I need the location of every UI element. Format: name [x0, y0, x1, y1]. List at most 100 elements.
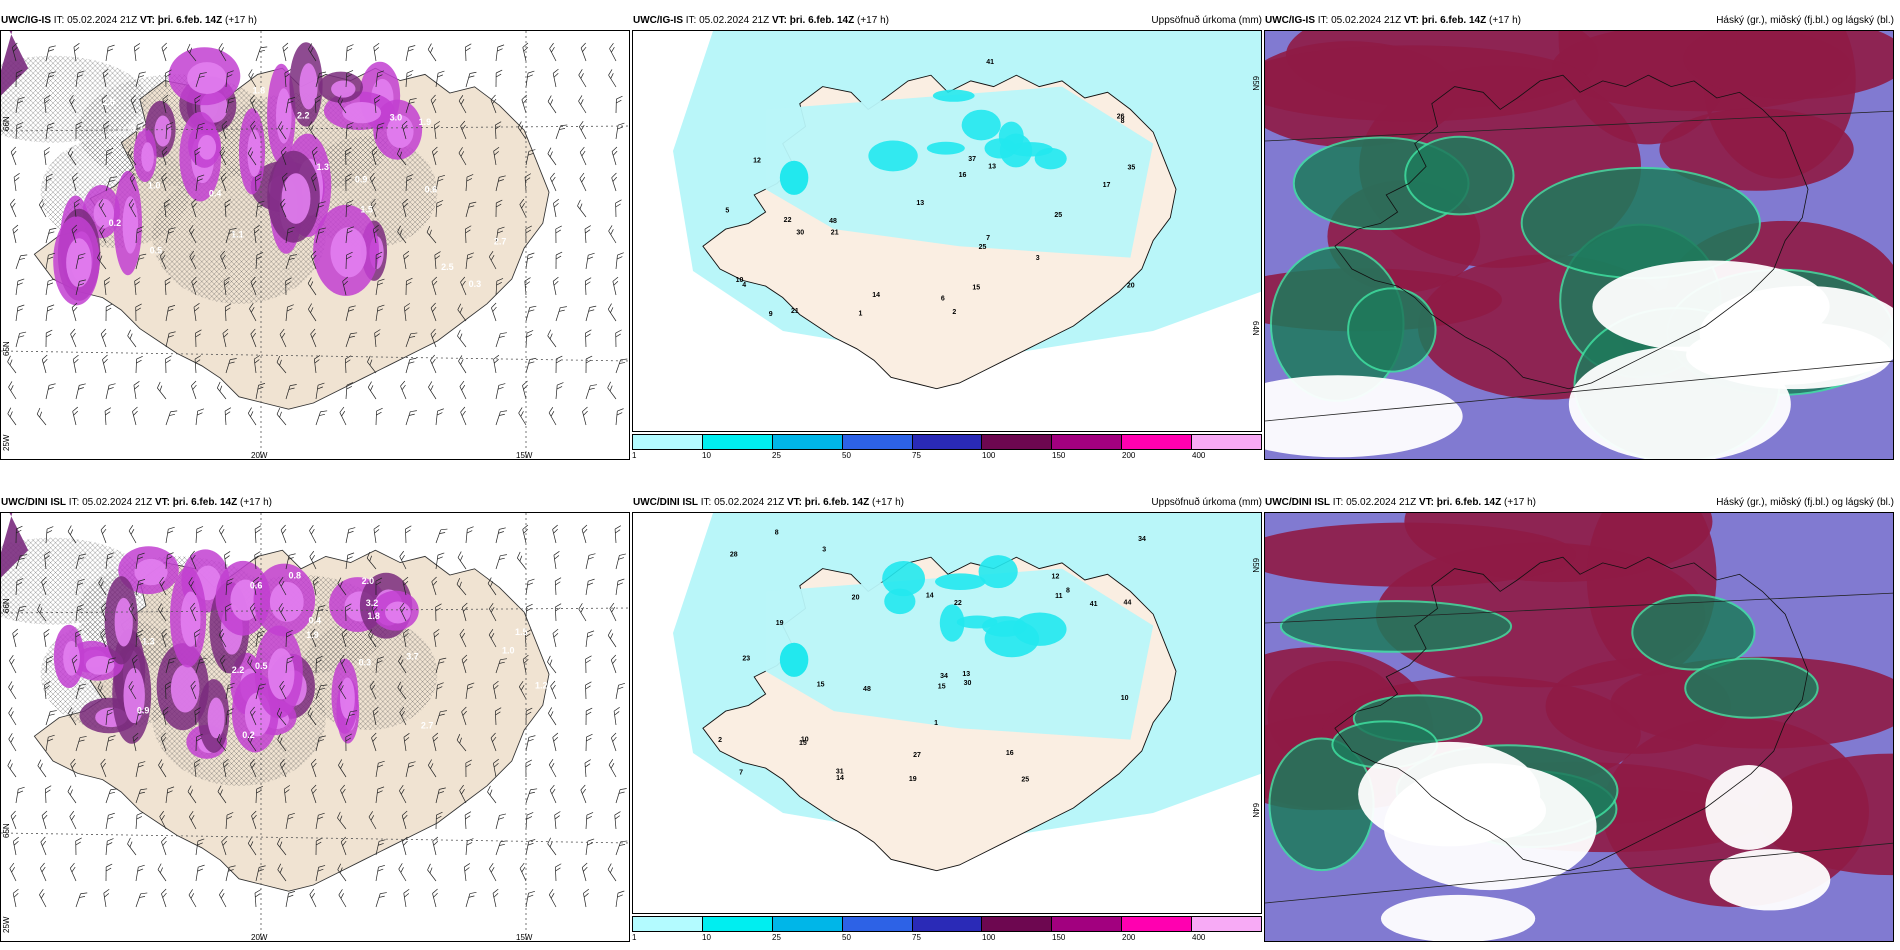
- wind-barb: [398, 863, 407, 882]
- wind-barb: [190, 550, 197, 570]
- wind-barb: [135, 788, 148, 804]
- wind-barb: [581, 862, 588, 882]
- wind-barb: [102, 354, 108, 374]
- colorbar-swatch: [1052, 917, 1123, 931]
- wind-barb: [105, 383, 116, 400]
- wind-barb: [552, 628, 559, 648]
- wind-barb: [279, 328, 287, 348]
- wind-barb: [337, 577, 347, 596]
- wind-barb: [607, 863, 617, 882]
- precip-value-label: 3: [1036, 255, 1040, 262]
- model-label: UWC/DINI ISL: [633, 497, 698, 508]
- wind-barb: [432, 836, 439, 856]
- wind-barb: [104, 407, 112, 426]
- wind-barb: [254, 889, 261, 908]
- panel-title: Háský (gr.), miðský (fj.bl.) og lágský (…: [1716, 15, 1894, 26]
- wind-barb: [189, 250, 197, 270]
- wind-barb: [495, 278, 504, 296]
- wind-barb: [191, 380, 197, 400]
- wind-barb: [337, 811, 347, 830]
- wind-barb: [310, 628, 317, 648]
- wind-barb: [219, 888, 227, 908]
- wind-barb: [615, 122, 625, 140]
- wind-barb: [247, 733, 257, 752]
- valid-time-label: VT:: [786, 497, 802, 508]
- precip-value-label: 16: [959, 172, 967, 179]
- wind-barb: [435, 657, 447, 674]
- wind-barb: [222, 758, 229, 778]
- wind-barb: [45, 122, 55, 140]
- wind-barb: [548, 407, 557, 426]
- wind-barb: [135, 579, 146, 596]
- wind-barb: [465, 891, 477, 908]
- colorbar-swatch: [842, 917, 913, 931]
- wind-barb: [345, 147, 352, 166]
- wind-barb: [100, 328, 107, 348]
- precip-value-label: 20: [852, 594, 860, 601]
- wind-barb: [157, 863, 167, 882]
- wind-barb: [457, 329, 467, 348]
- wind-barb: [224, 407, 232, 426]
- wind-barb: [248, 69, 257, 88]
- wind-barb: [135, 630, 144, 648]
- wind-barb: [460, 406, 467, 426]
- map-svg-clouds: [1265, 513, 1893, 941]
- iceland-coastline: [1334, 556, 1809, 872]
- wind-barb: [186, 43, 197, 62]
- mid-cloud-area: [1631, 594, 1756, 671]
- precip-core: [268, 648, 295, 700]
- wind-barb: [135, 226, 144, 244]
- wind-barb: [105, 552, 114, 570]
- precip-value-label: 0.9: [137, 706, 150, 716]
- precip-value-label: 1.9: [306, 630, 319, 640]
- wind-barb: [219, 146, 227, 166]
- wind-barb: [405, 761, 416, 778]
- wind-barb: [15, 304, 25, 322]
- colorbar-tick-label: 400: [1192, 451, 1206, 460]
- wind-barb: [405, 525, 412, 544]
- precip-value-label: 17: [1103, 182, 1111, 189]
- wind-barb: [315, 201, 326, 218]
- wind-barb: [225, 70, 234, 88]
- precip-value-label: 25: [979, 244, 987, 251]
- wind-barb: [15, 554, 27, 570]
- colorbar-swatch: [633, 435, 703, 449]
- wind-barb: [585, 630, 595, 648]
- wind-barb: [105, 303, 113, 322]
- colorbar-tick-label: 200: [1122, 451, 1136, 460]
- precip-core: [154, 115, 172, 147]
- wind-barb: [190, 680, 197, 700]
- wind-barb: [463, 863, 471, 882]
- wind-barb: [103, 277, 111, 296]
- wind-barb: [280, 146, 287, 166]
- map-wind: 0.2 0.4 1.0 1.5 2.2 3.7 3.2 0.5 1.9 2.7 1.2 0.3 1.8 0…: [0, 512, 630, 942]
- wind-barb: [435, 70, 445, 88]
- wind-barb: [75, 683, 87, 700]
- precip-value-label: 15: [799, 740, 807, 747]
- precip-value-label: 44: [1124, 600, 1132, 607]
- wind-barb: [495, 527, 506, 544]
- wind-barb: [277, 733, 287, 752]
- wind-barb: [517, 551, 527, 570]
- wind-barb: [129, 172, 137, 192]
- wind-barb: [165, 355, 172, 374]
- precip-core: [281, 173, 311, 224]
- lead-time: (+17 h): [240, 497, 272, 508]
- colorbar-swatch: [702, 435, 773, 449]
- wind-barb: [45, 656, 54, 674]
- wind-barb: [585, 329, 592, 348]
- wind-barb: [71, 224, 78, 244]
- panel-header: UWC/DINI ISL IT: 05.02.2024 21Z VT: þri.…: [1264, 494, 1896, 512]
- wind-barb: [315, 684, 328, 700]
- wind-barb: [100, 602, 107, 622]
- valid-time: þri. 6.feb. 14Z: [172, 497, 238, 508]
- wind-barb: [195, 657, 207, 674]
- panel-wind-0: UWC/IG-IS IT: 05.02.2024 21Z VT: þri. 6.…: [0, 12, 632, 460]
- wind-barb: [434, 251, 441, 270]
- wind-barb: [15, 786, 25, 804]
- wind-barb: [105, 735, 116, 752]
- wind-barb: [427, 863, 437, 882]
- wind-barb: [255, 865, 266, 882]
- precip-core: [330, 227, 367, 278]
- wind-barb: [72, 172, 78, 192]
